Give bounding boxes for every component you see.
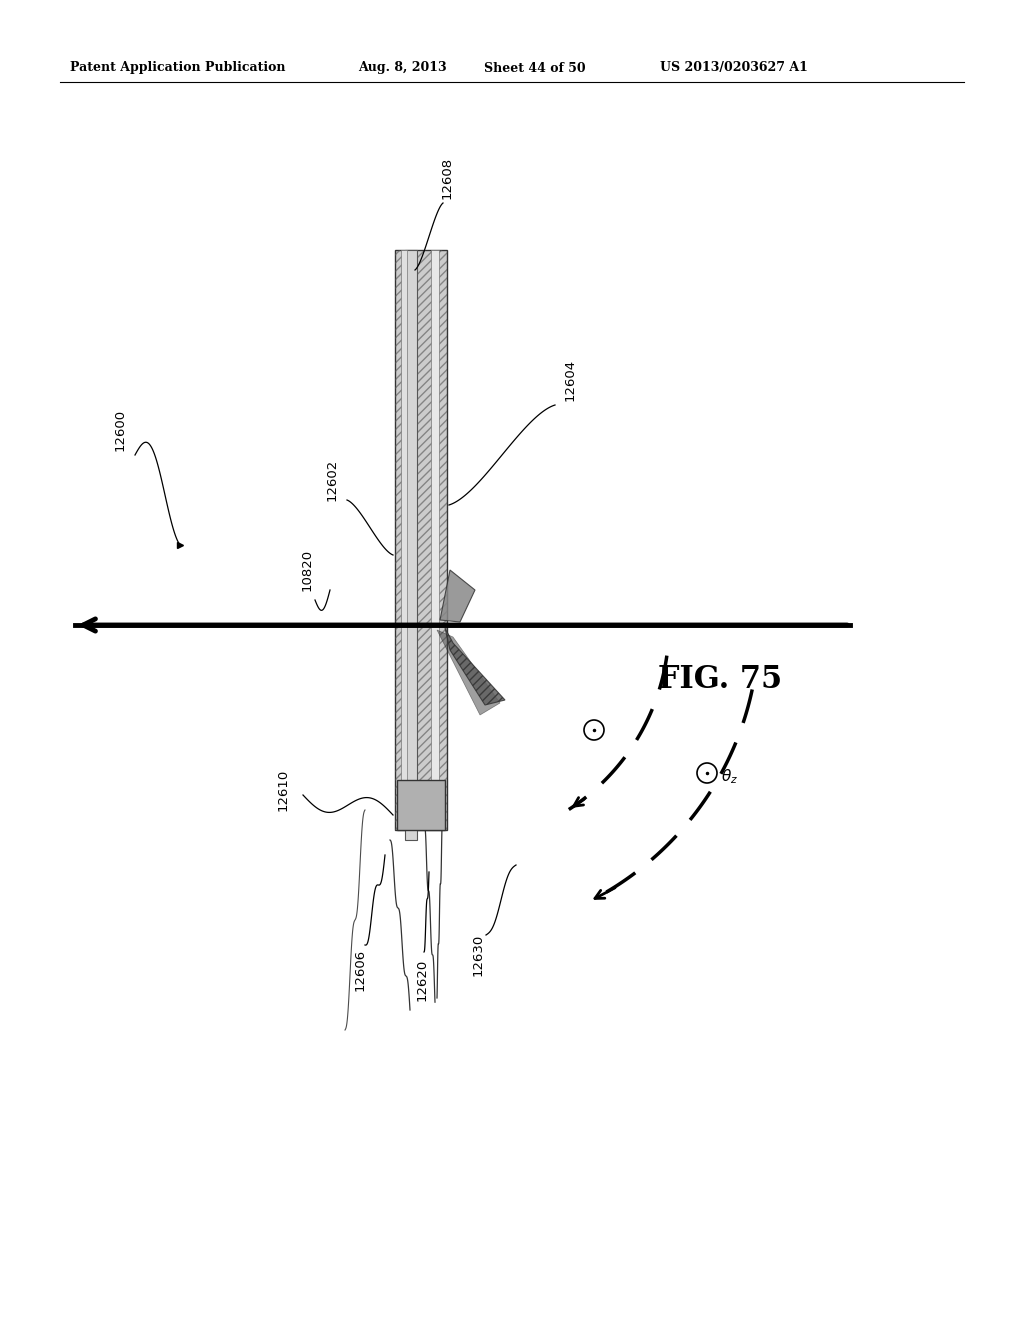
Bar (395, 249, 447, 830)
Text: 12600: 12600 (114, 409, 127, 451)
Text: Aug. 8, 2013: Aug. 8, 2013 (358, 62, 446, 74)
Polygon shape (445, 628, 505, 705)
Polygon shape (437, 630, 500, 715)
Text: 12608: 12608 (440, 157, 454, 199)
Text: Patent Application Publication: Patent Application Publication (70, 62, 286, 74)
Text: 12610: 12610 (276, 768, 290, 810)
Text: 12606: 12606 (353, 949, 367, 991)
Text: FIG. 75: FIG. 75 (658, 664, 782, 696)
Text: 12630: 12630 (471, 933, 484, 975)
Text: US 2013/0203627 A1: US 2013/0203627 A1 (660, 62, 808, 74)
Bar (406, 249, 417, 840)
Text: $\theta_z$: $\theta_z$ (721, 768, 738, 787)
Bar (397, 780, 445, 830)
Text: 12602: 12602 (326, 459, 339, 502)
Bar (395, 249, 447, 830)
Text: Sheet 44 of 50: Sheet 44 of 50 (484, 62, 586, 74)
Text: 10820: 10820 (300, 549, 313, 591)
Text: 12604: 12604 (563, 359, 577, 401)
Bar (431, 249, 439, 830)
Polygon shape (440, 570, 475, 622)
Bar (401, 249, 407, 830)
Text: 12620: 12620 (416, 958, 428, 1001)
